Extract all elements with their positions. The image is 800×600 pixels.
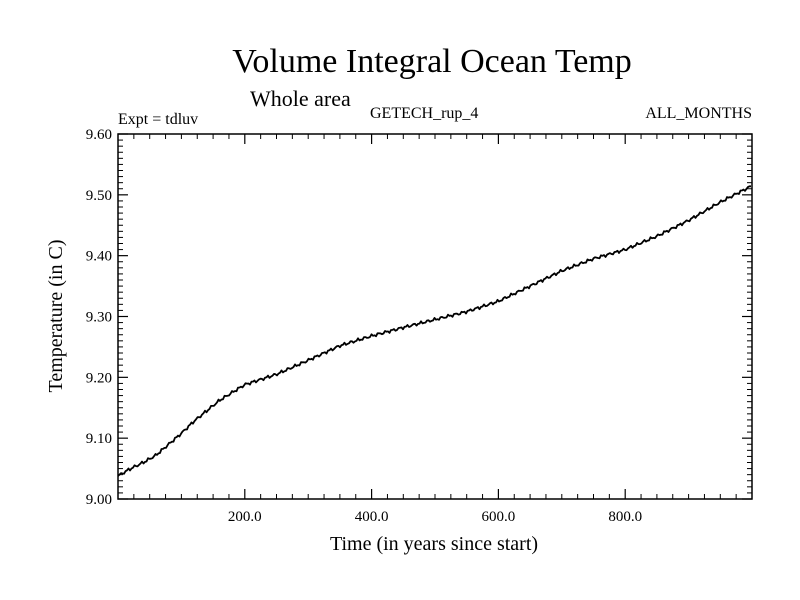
y-tick-label: 9.30 (86, 310, 112, 326)
y-tick-label: 9.00 (86, 492, 112, 508)
x-tick-label: 600.0 (482, 509, 516, 525)
y-tick-label: 9.50 (86, 188, 112, 204)
y-tick-label: 9.10 (86, 431, 112, 447)
dataset-label: GETECH_rup_4 (370, 105, 478, 122)
y-tick-label: 9.20 (86, 370, 112, 386)
experiment-label: Expt = tdluv (118, 111, 198, 128)
x-tick-label: 400.0 (355, 509, 389, 525)
plot-area: 200.0 400.0 600.0 800.0 9.00 9.10 9.20 9.30 9.40… (86, 127, 753, 525)
y-tick-label: 9.60 (86, 127, 112, 143)
x-tick-label: 200.0 (228, 509, 262, 525)
series-line (117, 185, 751, 477)
months-label: ALL_MONTHS (645, 105, 752, 122)
chart-title: Volume Integral Ocean Temp (232, 43, 632, 80)
x-axis-label: Time (in years since start) (330, 533, 538, 555)
y-axis-label: Temperature (in C) (45, 240, 67, 393)
chart-subtitle: Whole area (250, 86, 351, 111)
plot-frame (117, 133, 753, 500)
x-tick-label: 800.0 (608, 509, 642, 525)
y-tick-label: 9.40 (86, 249, 112, 265)
